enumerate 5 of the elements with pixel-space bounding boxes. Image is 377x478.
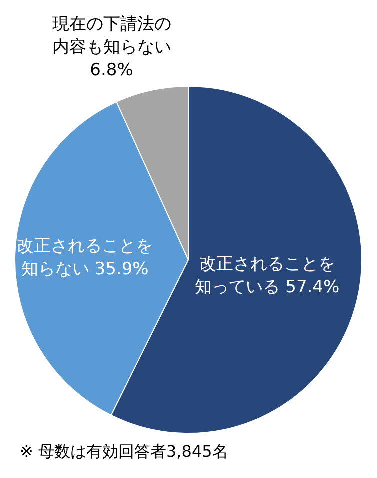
slice-label: 改正されることを知らない 35.9% (17, 236, 154, 280)
slice-label: 改正されることを知っている 57.4% (195, 254, 340, 298)
text: ※ 母数は有効回答者3,845名 (20, 442, 230, 463)
slice-label: 現在の下請法の内容も知らない (52, 14, 172, 58)
data-label: 6.8% (90, 60, 134, 80)
